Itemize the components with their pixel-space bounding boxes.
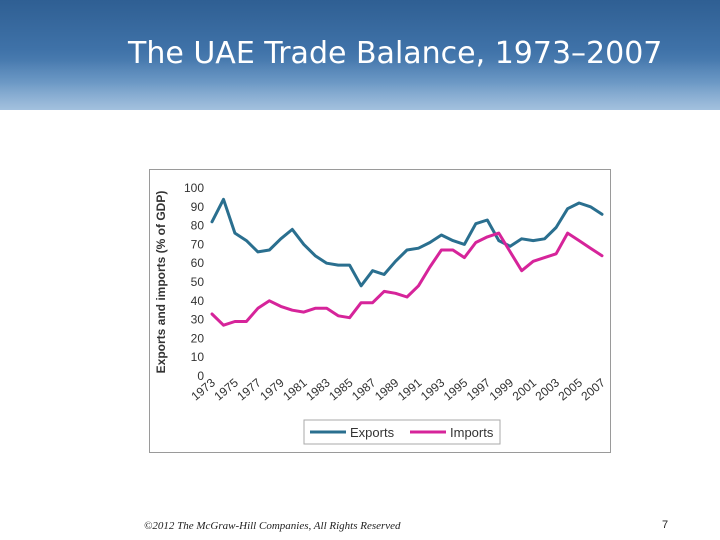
x-tick-label: 1997 <box>464 375 494 403</box>
x-tick-label: 1983 <box>303 375 333 403</box>
x-tick-label: 1987 <box>349 375 379 403</box>
x-tick-label: 2007 <box>578 375 608 403</box>
x-tick-label: 1991 <box>395 375 425 403</box>
trade-balance-chart: Exports and imports (% of GDP) 0 10 20 30 40… <box>154 181 608 445</box>
x-tick-label: 1999 <box>487 375 517 403</box>
x-tick-labels: 1973197519771979198119831985198719891991… <box>188 375 608 403</box>
x-tick-label: 1985 <box>326 375 356 403</box>
legend-exports-label: Exports <box>350 425 395 440</box>
banner-texture <box>0 60 720 110</box>
x-tick-label: 1979 <box>257 375 287 403</box>
y-tick-label: 90 <box>191 200 205 214</box>
y-tick-label: 20 <box>191 331 205 345</box>
legend-imports-label: Imports <box>450 425 494 440</box>
x-tick-label: 1975 <box>211 375 241 403</box>
series-line-exports <box>210 197 604 288</box>
y-tick-label: 10 <box>191 350 205 364</box>
slide-title: The UAE Trade Balance, 1973–2007 <box>128 36 663 71</box>
x-tick-label: 2001 <box>510 375 540 403</box>
y-tick-label: 70 <box>191 237 205 251</box>
y-tick-label: 60 <box>191 256 205 270</box>
y-tick-label: 0 <box>197 369 204 383</box>
chart-frame: Exports and imports (% of GDP) 0 10 20 30 40… <box>149 169 611 453</box>
x-tick-label: 1977 <box>234 375 264 403</box>
x-tick-label: 2005 <box>556 375 586 403</box>
legend: Exports Imports <box>303 419 501 445</box>
x-tick-label: 1995 <box>441 375 471 403</box>
y-tick-label: 100 <box>184 181 204 195</box>
y-axis-label: Exports and imports (% of GDP) <box>154 191 168 374</box>
x-tick-label: 1981 <box>280 375 310 403</box>
x-tick-label: 1973 <box>188 375 218 403</box>
y-tick-label: 30 <box>191 313 205 327</box>
y-tick-label: 40 <box>191 294 205 308</box>
y-axis-label-group: Exports and imports (% of GDP) <box>154 191 168 374</box>
series-line-imports <box>210 231 604 327</box>
y-tick-label: 50 <box>191 275 205 289</box>
x-tick-label: 1989 <box>372 375 402 403</box>
page-number: 7 <box>662 519 669 531</box>
x-tick-label: 1993 <box>418 375 448 403</box>
title-banner: The UAE Trade Balance, 1973–2007 <box>0 0 720 110</box>
y-tick-labels: 0 10 20 30 40 50 60 70 80 90 100 <box>184 181 204 383</box>
copyright-footer: ©2012 The McGraw-Hill Companies, All Rig… <box>144 520 401 532</box>
series-lines <box>210 197 604 327</box>
y-tick-label: 80 <box>191 219 205 233</box>
x-tick-label: 2003 <box>533 375 563 403</box>
